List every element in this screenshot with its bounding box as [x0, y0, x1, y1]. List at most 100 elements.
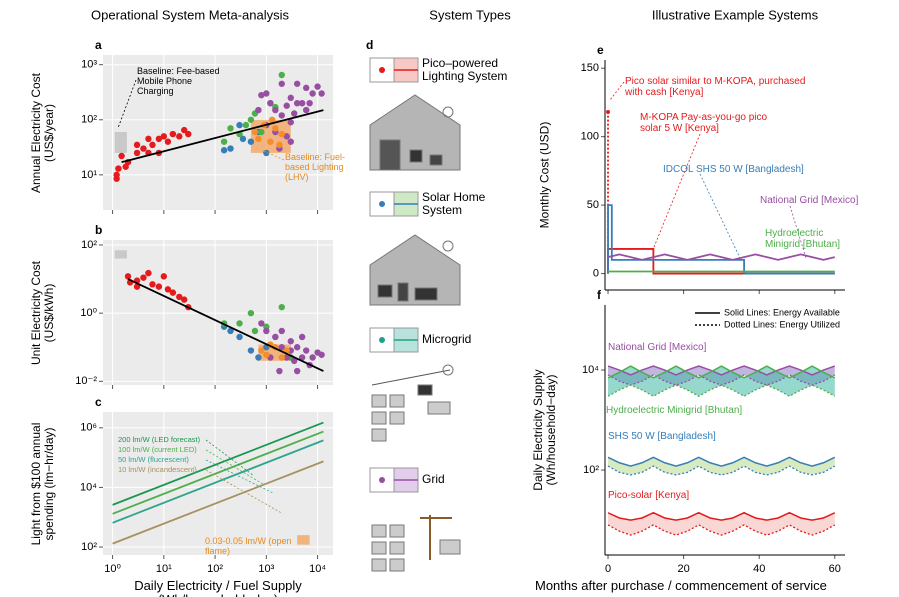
region-label: 0.03-0.05 lm/W (open flame)	[205, 536, 295, 556]
y-tick-label: 10⁴	[582, 364, 599, 376]
point	[118, 153, 124, 159]
point	[181, 296, 187, 302]
point	[263, 328, 269, 334]
point	[314, 83, 320, 89]
point	[140, 274, 146, 280]
point	[291, 110, 297, 116]
legend-label: Solid Lines: Energy Available	[724, 307, 840, 317]
region-label: Baseline: Fee-based Mobile Phone Chargin…	[137, 66, 222, 96]
system-type-label: Solar Home System	[422, 191, 517, 217]
y-axis-title: Daily Electricity Supply (Wh/household−d…	[532, 335, 558, 525]
x-tick-label: 0	[605, 563, 611, 575]
point	[248, 117, 254, 123]
point	[258, 129, 264, 135]
hut-icon	[372, 525, 386, 537]
point	[145, 136, 151, 142]
figure: Operational System Meta-analysis System …	[0, 0, 899, 597]
series-label: National Grid [Mexico]	[760, 195, 860, 206]
hut-icon	[372, 542, 386, 554]
point	[606, 110, 610, 114]
point	[288, 338, 294, 344]
region	[115, 132, 127, 153]
point	[243, 122, 249, 128]
hut-icon	[372, 395, 386, 407]
column-title: Operational System Meta-analysis	[91, 7, 289, 22]
point	[134, 150, 140, 156]
legend-dot	[379, 337, 385, 343]
point	[252, 129, 258, 135]
point	[276, 142, 282, 148]
hut-icon	[428, 402, 450, 414]
point	[149, 281, 155, 287]
legend-label: Dotted Lines: Energy Utilized	[724, 319, 840, 329]
point	[236, 320, 242, 326]
series-label: 50 lm/W (flucrescent)	[118, 455, 189, 464]
plot-marks	[608, 366, 835, 535]
leader-line	[652, 134, 700, 252]
point	[176, 133, 182, 139]
x-tick-label: 10⁴	[309, 563, 326, 575]
point	[134, 142, 140, 148]
series-label: Hydroelectric Minigrid [Bhutan]	[606, 406, 742, 416]
x-tick-label: 10²	[207, 563, 223, 575]
sun-icon	[443, 241, 453, 251]
x-axis-title: Months after purchase / commencement of …	[535, 579, 795, 593]
point	[279, 131, 285, 137]
point	[309, 354, 315, 360]
point	[279, 328, 285, 334]
y-tick-label: 0	[593, 267, 599, 279]
point	[258, 347, 264, 353]
point	[288, 138, 294, 144]
appliance-icon	[415, 288, 437, 300]
point	[267, 138, 273, 144]
point	[252, 328, 258, 334]
y-tick-label: 10³	[81, 59, 97, 71]
region	[297, 535, 309, 544]
point	[140, 145, 146, 151]
point	[272, 334, 278, 340]
panel-label: d	[366, 38, 373, 52]
wire	[372, 370, 450, 385]
hut-icon	[390, 559, 404, 571]
series-label: M-KOPA Pay-as-you-go pico solar 5 W [Ken…	[640, 112, 780, 134]
point	[294, 344, 300, 350]
point	[288, 119, 294, 125]
x-tick-label: 20	[677, 563, 689, 575]
legend-dot	[379, 201, 385, 207]
lamp-icon	[410, 150, 422, 162]
point	[248, 347, 254, 353]
point	[236, 122, 242, 128]
hut-icon	[390, 395, 404, 407]
system-type-label: Pico–powered Lighting System	[422, 57, 517, 83]
point	[255, 107, 261, 113]
point	[227, 145, 233, 151]
hut-icon	[372, 429, 386, 441]
point	[115, 165, 121, 171]
x-tick-label: 10⁰	[104, 563, 121, 575]
point	[263, 90, 269, 96]
point	[165, 286, 171, 292]
y-tick-label: 10⁶	[80, 422, 97, 434]
point	[263, 352, 269, 358]
point	[294, 368, 300, 374]
point	[170, 131, 176, 137]
series-label: National Grid [Mexico]	[608, 343, 706, 353]
sun-icon	[443, 107, 453, 117]
region	[115, 250, 127, 258]
hut-icon	[390, 412, 404, 424]
series-label: IDCOL SHS 50 W [Bangladesh]	[663, 164, 833, 175]
system-type-label: Microgrid	[422, 333, 517, 346]
point	[236, 334, 242, 340]
point	[309, 90, 315, 96]
panel-label: a	[95, 38, 102, 52]
legend-dot	[379, 67, 385, 73]
point	[303, 347, 309, 353]
point	[306, 100, 312, 106]
point	[113, 176, 119, 182]
point	[272, 107, 278, 113]
y-tick-label: 10⁴	[80, 481, 97, 493]
phone-icon	[398, 283, 408, 301]
point	[149, 142, 155, 148]
point	[318, 90, 324, 96]
panel-label: e	[597, 43, 604, 57]
